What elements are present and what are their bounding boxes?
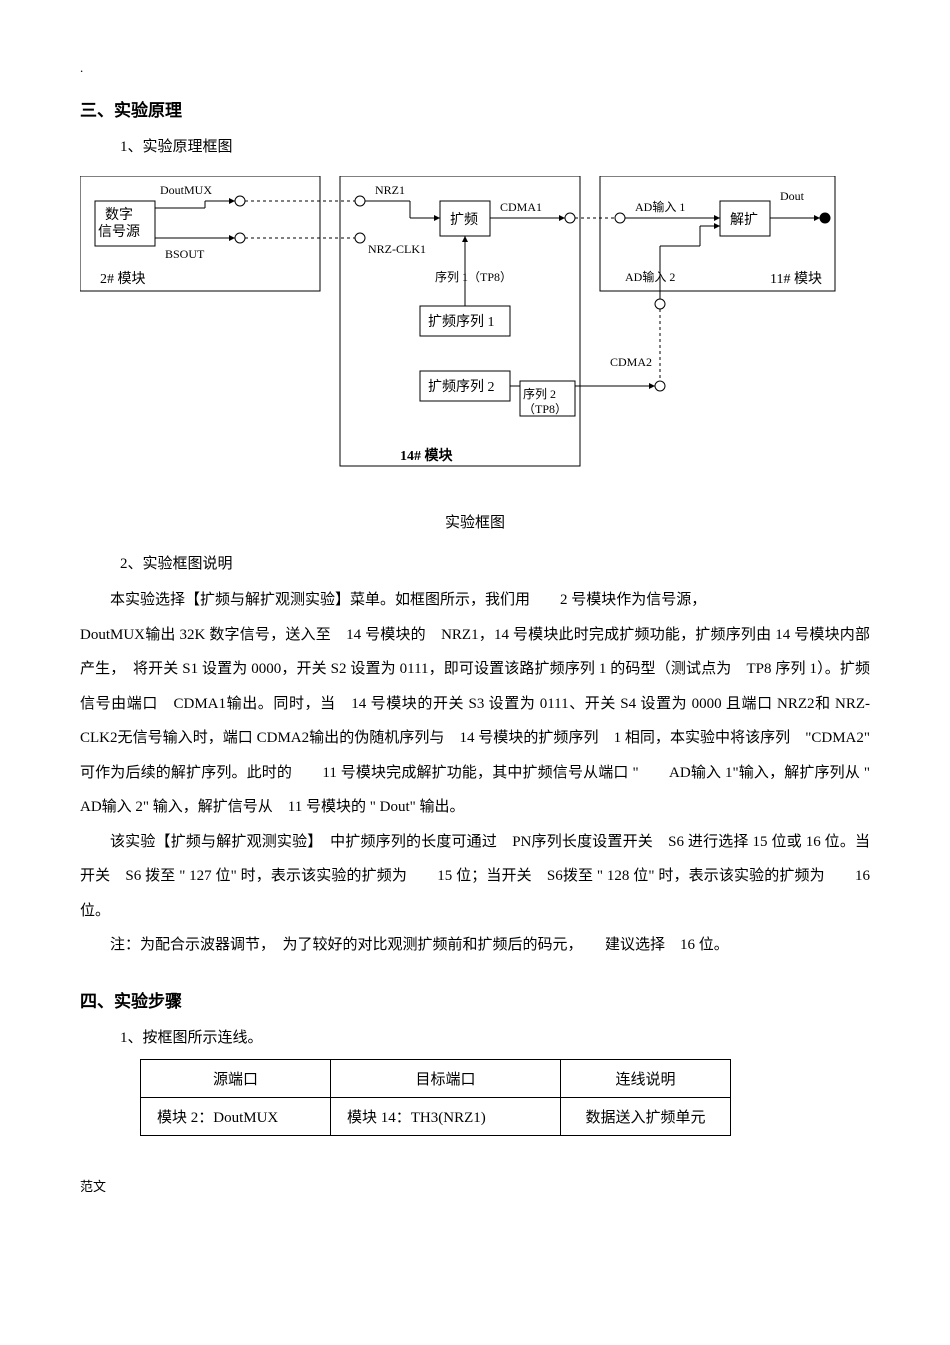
seq2-label: 序列 2 [523, 386, 556, 401]
table-r1c2: 模块 14：TH3(NRZ1) [331, 1097, 561, 1135]
table-h3: 连线说明 [561, 1059, 731, 1097]
diagram-caption: 实验框图 [80, 511, 870, 532]
doutmux-label: DoutMUX [160, 183, 212, 197]
table-row: 模块 2：DoutMUX 模块 14：TH3(NRZ1) 数据送入扩频单元 [141, 1097, 731, 1135]
spread-label: 扩频 [450, 212, 478, 228]
sub-1-title: 1、实验原理框图 [120, 135, 870, 156]
footer: 范文 [80, 1176, 870, 1195]
adin2-label: AD输入 2 [625, 269, 675, 284]
table-r1c3: 数据送入扩频单元 [561, 1097, 731, 1135]
para-1: 本实验选择【扩频与解扩观测实验】菜单。如框图所示，我们用 2 号模块作为信号源， [80, 583, 870, 618]
nrzclk1-label: NRZ-CLK1 [368, 242, 426, 256]
table-header-row: 源端口 目标端口 连线说明 [141, 1059, 731, 1097]
section-4-title: 四、实验步骤 [80, 987, 870, 1012]
block-diagram: 2# 模块 14# 模块 11# 模块 数字 信号源 DoutMUX BSOUT… [80, 176, 870, 481]
digital-src-l2: 信号源 [98, 224, 140, 240]
spreadseq2-label: 扩频序列 2 [428, 379, 495, 395]
connection-table: 源端口 目标端口 连线说明 模块 2：DoutMUX 模块 14：TH3(NRZ… [140, 1059, 731, 1136]
sub-2-title: 2、实验框图说明 [120, 552, 870, 573]
cdma1-label: CDMA1 [500, 200, 542, 214]
digital-src-l1: 数字 [105, 207, 133, 223]
despread-label: 解扩 [730, 212, 758, 228]
dout-label: Dout [780, 189, 805, 203]
sub-4-1-title: 1、按框图所示连线。 [120, 1026, 870, 1047]
tp8-label: （TP8） [523, 402, 567, 416]
table-h2: 目标端口 [331, 1059, 561, 1097]
nrz1-label: NRZ1 [375, 183, 405, 197]
mod14-label: 14# 模块 [400, 447, 453, 464]
table-r1c1: 模块 2：DoutMUX [141, 1097, 331, 1135]
para-4: 注：为配合示波器调节， 为了较好的对比观测扩频前和扩频后的码元， 建议选择 16… [80, 928, 870, 963]
para-3: 该实验【扩频与解扩观测实验】 中扩频序列的长度可通过 PN序列长度设置开关 S6… [80, 825, 870, 929]
spreadseq1-label: 扩频序列 1 [428, 314, 495, 330]
table-h1: 源端口 [141, 1059, 331, 1097]
page-dot: . [80, 60, 870, 76]
adin1-label: AD输入 1 [635, 199, 685, 214]
mod11-label: 11# 模块 [770, 271, 822, 287]
mod2-label: 2# 模块 [100, 271, 146, 287]
para-2: DoutMUX输出 32K 数字信号，送入至 14 号模块的 NRZ1，14 号… [80, 618, 870, 825]
section-3-title: 三、实验原理 [80, 96, 870, 121]
cdma2-label: CDMA2 [610, 355, 652, 369]
bsout-label: BSOUT [165, 247, 205, 261]
seq1tp8-label: 序列 1（TP8） [435, 269, 512, 284]
